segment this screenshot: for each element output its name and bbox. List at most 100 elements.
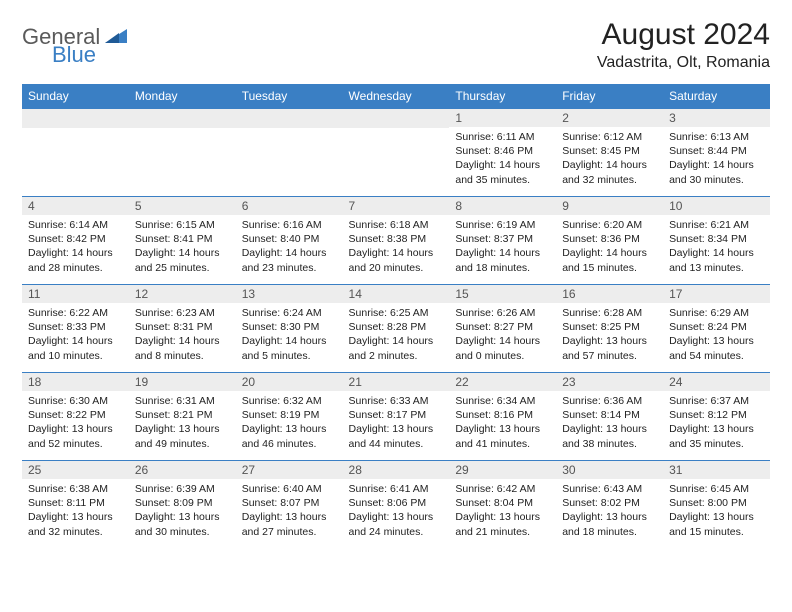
day-number: 31 xyxy=(663,460,770,479)
sunrise-line: Sunrise: 6:28 AM xyxy=(562,306,657,320)
day-number: 13 xyxy=(236,284,343,303)
day-info: Sunrise: 6:43 AMSunset: 8:02 PMDaylight:… xyxy=(556,479,663,543)
sunrise-line: Sunrise: 6:22 AM xyxy=(28,306,123,320)
day-info: Sunrise: 6:11 AMSunset: 8:46 PMDaylight:… xyxy=(449,127,556,191)
sunset-line: Sunset: 8:16 PM xyxy=(455,408,550,422)
sunset-line: Sunset: 8:44 PM xyxy=(669,144,764,158)
day-info: Sunrise: 6:45 AMSunset: 8:00 PMDaylight:… xyxy=(663,479,770,543)
sunset-line: Sunset: 8:33 PM xyxy=(28,320,123,334)
day-number: 17 xyxy=(663,284,770,303)
day-number: 12 xyxy=(129,284,236,303)
sunset-line: Sunset: 8:14 PM xyxy=(562,408,657,422)
sunset-line: Sunset: 8:12 PM xyxy=(669,408,764,422)
daylight-line: Daylight: 14 hours and 35 minutes. xyxy=(455,158,550,186)
daylight-line: Daylight: 14 hours and 18 minutes. xyxy=(455,246,550,274)
sunrise-line: Sunrise: 6:32 AM xyxy=(242,394,337,408)
calendar-cell xyxy=(236,108,343,196)
daylight-line: Daylight: 13 hours and 41 minutes. xyxy=(455,422,550,450)
day-number: 11 xyxy=(22,284,129,303)
calendar-cell: 11Sunrise: 6:22 AMSunset: 8:33 PMDayligh… xyxy=(22,284,129,372)
daylight-line: Daylight: 14 hours and 30 minutes. xyxy=(669,158,764,186)
calendar-cell: 13Sunrise: 6:24 AMSunset: 8:30 PMDayligh… xyxy=(236,284,343,372)
day-header: Tuesday xyxy=(236,84,343,108)
calendar-body: 1Sunrise: 6:11 AMSunset: 8:46 PMDaylight… xyxy=(22,108,770,548)
day-number: 20 xyxy=(236,372,343,391)
daylight-line: Daylight: 13 hours and 21 minutes. xyxy=(455,510,550,538)
day-number: 3 xyxy=(663,108,770,127)
calendar-cell: 1Sunrise: 6:11 AMSunset: 8:46 PMDaylight… xyxy=(449,108,556,196)
calendar-cell: 26Sunrise: 6:39 AMSunset: 8:09 PMDayligh… xyxy=(129,460,236,548)
sunset-line: Sunset: 8:06 PM xyxy=(349,496,444,510)
sunrise-line: Sunrise: 6:15 AM xyxy=(135,218,230,232)
day-info: Sunrise: 6:34 AMSunset: 8:16 PMDaylight:… xyxy=(449,391,556,455)
sunrise-line: Sunrise: 6:18 AM xyxy=(349,218,444,232)
calendar-cell: 9Sunrise: 6:20 AMSunset: 8:36 PMDaylight… xyxy=(556,196,663,284)
calendar-cell: 30Sunrise: 6:43 AMSunset: 8:02 PMDayligh… xyxy=(556,460,663,548)
calendar-cell: 29Sunrise: 6:42 AMSunset: 8:04 PMDayligh… xyxy=(449,460,556,548)
sunrise-line: Sunrise: 6:23 AM xyxy=(135,306,230,320)
day-info: Sunrise: 6:13 AMSunset: 8:44 PMDaylight:… xyxy=(663,127,770,191)
calendar-cell: 10Sunrise: 6:21 AMSunset: 8:34 PMDayligh… xyxy=(663,196,770,284)
day-info: Sunrise: 6:19 AMSunset: 8:37 PMDaylight:… xyxy=(449,215,556,279)
day-info: Sunrise: 6:31 AMSunset: 8:21 PMDaylight:… xyxy=(129,391,236,455)
day-number: 6 xyxy=(236,196,343,215)
day-info: Sunrise: 6:18 AMSunset: 8:38 PMDaylight:… xyxy=(343,215,450,279)
daylight-line: Daylight: 13 hours and 35 minutes. xyxy=(669,422,764,450)
sunrise-line: Sunrise: 6:37 AM xyxy=(669,394,764,408)
sunset-line: Sunset: 8:25 PM xyxy=(562,320,657,334)
location-text: Vadastrita, Olt, Romania xyxy=(597,54,770,72)
calendar-cell: 22Sunrise: 6:34 AMSunset: 8:16 PMDayligh… xyxy=(449,372,556,460)
empty-day xyxy=(22,108,129,128)
day-number: 23 xyxy=(556,372,663,391)
sunset-line: Sunset: 8:42 PM xyxy=(28,232,123,246)
sunset-line: Sunset: 8:34 PM xyxy=(669,232,764,246)
logo-triangle-icon xyxy=(105,27,127,48)
calendar-week-row: 25Sunrise: 6:38 AMSunset: 8:11 PMDayligh… xyxy=(22,460,770,548)
sunset-line: Sunset: 8:11 PM xyxy=(28,496,123,510)
day-header: Friday xyxy=(556,84,663,108)
day-info: Sunrise: 6:16 AMSunset: 8:40 PMDaylight:… xyxy=(236,215,343,279)
day-number: 30 xyxy=(556,460,663,479)
day-info: Sunrise: 6:40 AMSunset: 8:07 PMDaylight:… xyxy=(236,479,343,543)
calendar-cell: 17Sunrise: 6:29 AMSunset: 8:24 PMDayligh… xyxy=(663,284,770,372)
sunset-line: Sunset: 8:04 PM xyxy=(455,496,550,510)
day-number: 29 xyxy=(449,460,556,479)
sunrise-line: Sunrise: 6:13 AM xyxy=(669,130,764,144)
sunset-line: Sunset: 8:40 PM xyxy=(242,232,337,246)
daylight-line: Daylight: 14 hours and 0 minutes. xyxy=(455,334,550,362)
daylight-line: Daylight: 14 hours and 15 minutes. xyxy=(562,246,657,274)
day-number: 26 xyxy=(129,460,236,479)
daylight-line: Daylight: 13 hours and 46 minutes. xyxy=(242,422,337,450)
sunrise-line: Sunrise: 6:38 AM xyxy=(28,482,123,496)
day-info: Sunrise: 6:41 AMSunset: 8:06 PMDaylight:… xyxy=(343,479,450,543)
sunrise-line: Sunrise: 6:39 AM xyxy=(135,482,230,496)
day-header: Sunday xyxy=(22,84,129,108)
sunset-line: Sunset: 8:38 PM xyxy=(349,232,444,246)
daylight-line: Daylight: 14 hours and 23 minutes. xyxy=(242,246,337,274)
day-info: Sunrise: 6:25 AMSunset: 8:28 PMDaylight:… xyxy=(343,303,450,367)
calendar-week-row: 1Sunrise: 6:11 AMSunset: 8:46 PMDaylight… xyxy=(22,108,770,196)
daylight-line: Daylight: 14 hours and 8 minutes. xyxy=(135,334,230,362)
calendar-cell: 21Sunrise: 6:33 AMSunset: 8:17 PMDayligh… xyxy=(343,372,450,460)
day-info: Sunrise: 6:21 AMSunset: 8:34 PMDaylight:… xyxy=(663,215,770,279)
calendar-table: SundayMondayTuesdayWednesdayThursdayFrid… xyxy=(22,84,770,548)
day-number: 5 xyxy=(129,196,236,215)
title-block: August 2024 Vadastrita, Olt, Romania xyxy=(597,18,770,72)
calendar-cell: 25Sunrise: 6:38 AMSunset: 8:11 PMDayligh… xyxy=(22,460,129,548)
month-title: August 2024 xyxy=(597,18,770,52)
sunset-line: Sunset: 8:02 PM xyxy=(562,496,657,510)
sunrise-line: Sunrise: 6:43 AM xyxy=(562,482,657,496)
header: General Blue August 2024 Vadastrita, Olt… xyxy=(22,18,770,72)
calendar-cell: 14Sunrise: 6:25 AMSunset: 8:28 PMDayligh… xyxy=(343,284,450,372)
daylight-line: Daylight: 14 hours and 2 minutes. xyxy=(349,334,444,362)
empty-day xyxy=(236,108,343,128)
calendar-cell xyxy=(22,108,129,196)
day-number: 16 xyxy=(556,284,663,303)
day-header-row: SundayMondayTuesdayWednesdayThursdayFrid… xyxy=(22,84,770,108)
sunset-line: Sunset: 8:31 PM xyxy=(135,320,230,334)
calendar-cell: 15Sunrise: 6:26 AMSunset: 8:27 PMDayligh… xyxy=(449,284,556,372)
day-info: Sunrise: 6:30 AMSunset: 8:22 PMDaylight:… xyxy=(22,391,129,455)
day-info: Sunrise: 6:37 AMSunset: 8:12 PMDaylight:… xyxy=(663,391,770,455)
calendar-cell: 27Sunrise: 6:40 AMSunset: 8:07 PMDayligh… xyxy=(236,460,343,548)
calendar-cell: 24Sunrise: 6:37 AMSunset: 8:12 PMDayligh… xyxy=(663,372,770,460)
